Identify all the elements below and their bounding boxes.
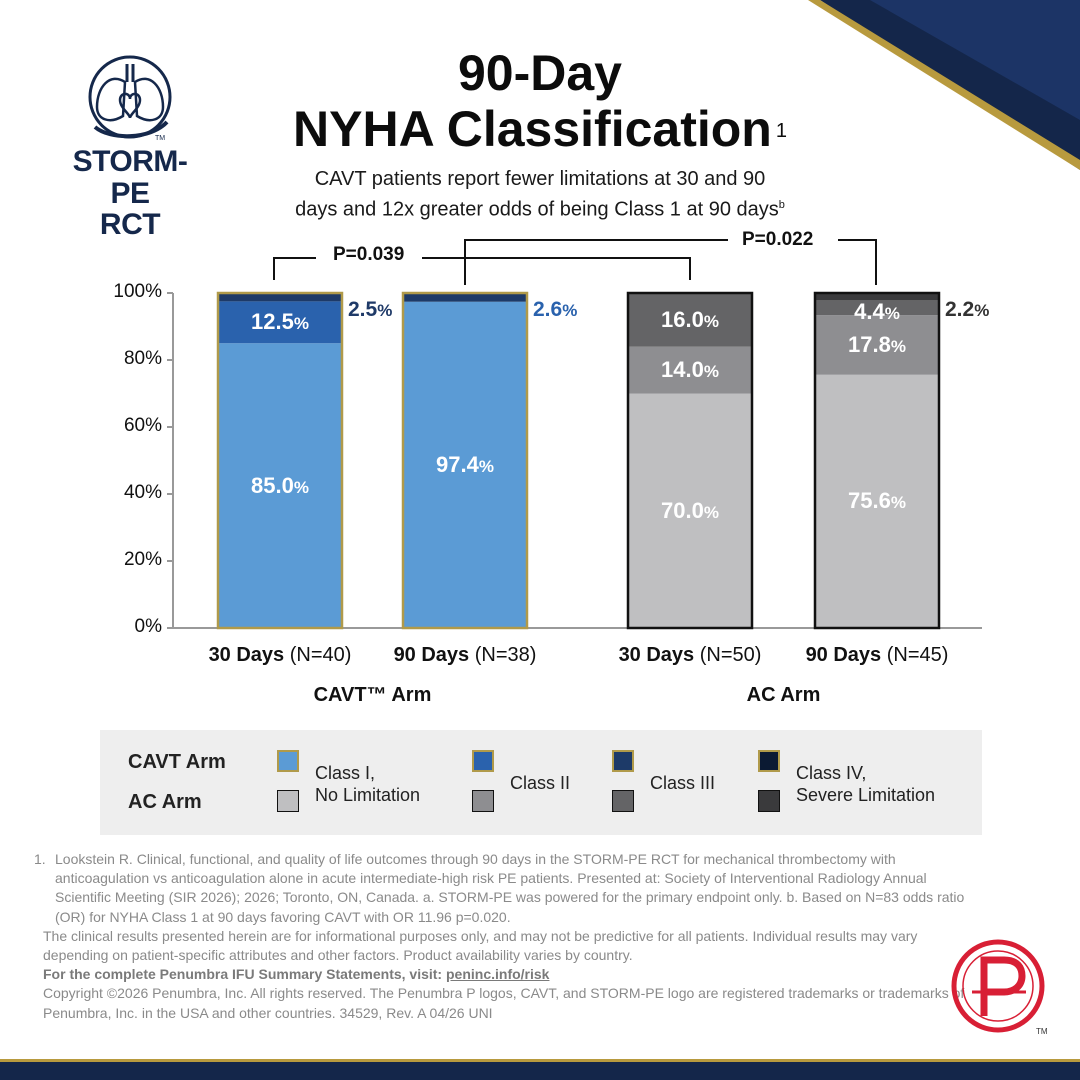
- bar-segment-class1: [218, 343, 342, 628]
- subtitle-line2-text: days and 12x greater odds of being Class…: [295, 198, 779, 221]
- data-label-class1: 97.4%: [436, 451, 494, 477]
- legend-swatch-ac-class2: [472, 790, 494, 812]
- bar-segment-class2: [218, 301, 342, 344]
- data-label-class1: 75.6%: [848, 488, 906, 514]
- legend: CAVT Arm AC Arm Class I, No Limitation Cl…: [100, 730, 982, 835]
- footnotes: 1. Lookstein R. Clinical, functional, and…: [34, 850, 974, 1023]
- p-value-right: P=0.022: [736, 229, 820, 251]
- data-label-class1: 70.0%: [661, 497, 719, 523]
- arm-group-label: CAVT™ Arm: [313, 684, 432, 706]
- bar-segment-class3: [403, 293, 527, 302]
- p-bracket-right: [464, 239, 877, 285]
- title-ref: 1: [775, 120, 787, 142]
- legend-row-ac: AC Arm: [128, 791, 202, 813]
- title-line2: NYHA Classification 1: [230, 100, 850, 158]
- legend-class1-line2: No Limitation: [315, 785, 421, 805]
- bar-segment-class4: [815, 293, 939, 301]
- reference-number: 1.: [34, 851, 46, 867]
- legend-label-class3: Class III: [650, 773, 716, 793]
- storm-pe-logo: TM STORM-PE RCT: [55, 52, 205, 240]
- ifu-link[interactable]: peninc.info/risk: [446, 966, 550, 983]
- data-label-class4: 2.2%: [945, 298, 990, 321]
- legend-swatch-ac-class3: [612, 790, 634, 812]
- nyha-stacked-bar-chart: [167, 239, 982, 630]
- logo-tm: TM: [155, 135, 165, 142]
- y-tick-label: 20%: [123, 549, 162, 570]
- y-tick-label: 0%: [134, 616, 162, 637]
- bar-segment-class3: [815, 300, 939, 316]
- legend-label-class1: Class I, No Limitation: [315, 762, 420, 806]
- lungs-heart-icon: TM: [88, 55, 172, 142]
- ifu-statement: For the complete Penumbra IFU Summary St…: [34, 965, 974, 984]
- legend-swatch-cavt-class1: [277, 750, 299, 772]
- subtitle: CAVT patients report fewer limitations a…: [230, 166, 850, 223]
- bar-segment-class3: [218, 293, 342, 302]
- legend-swatch-cavt-class4: [758, 750, 780, 772]
- bar-segment-class1: [815, 374, 939, 628]
- x-category-label: 30 Days (N=40): [208, 644, 352, 666]
- legend-swatch-ac-class1: [277, 790, 299, 812]
- bar-segment-class1: [403, 301, 527, 628]
- legend-swatch-cavt-class3: [612, 750, 634, 772]
- bar-outline: [626, 291, 754, 630]
- x-category-label: 90 Days (N=38): [393, 644, 537, 666]
- data-label-class1: 85.0%: [251, 472, 309, 498]
- y-tick-label: 100%: [113, 281, 162, 302]
- badge-tm: TM: [1036, 1027, 1048, 1036]
- logo-line2: RCT: [99, 208, 161, 241]
- subtitle-line1: CAVT patients report fewer limitations a…: [314, 168, 766, 190]
- arm-group-label: AC Arm: [746, 684, 821, 706]
- subtitle-line2: days and 12x greater odds of being Class…: [230, 192, 850, 223]
- y-tick-label: 80%: [123, 348, 162, 369]
- data-label-class2: 14.0%: [661, 357, 719, 383]
- bar-outline: [401, 291, 529, 630]
- y-tick-label: 40%: [123, 482, 162, 503]
- penumbra-p-logo: TM: [951, 939, 1048, 1036]
- reference-text: Lookstein R. Clinical, functional, and q…: [55, 851, 965, 925]
- disclaimer: The clinical results presented herein ar…: [43, 927, 918, 964]
- data-label-class2: 12.5%: [251, 309, 309, 335]
- bar-outline: [216, 291, 344, 630]
- legend-swatch-cavt-class2: [472, 750, 494, 772]
- logo-line1: STORM-PE: [72, 145, 188, 210]
- x-category-label: 30 Days (N=50): [618, 644, 762, 666]
- data-label-class3: 2.6%: [533, 298, 578, 321]
- corner-decoration: [808, 0, 1080, 170]
- y-tick-label: 60%: [123, 415, 162, 436]
- p-value-left: P=0.039: [327, 244, 411, 266]
- title-text: NYHA Classification: [293, 101, 772, 157]
- data-label-class3: 4.4%: [854, 299, 900, 325]
- bar-outline: [813, 291, 941, 630]
- copyright: Copyright ©2026 Penumbra, Inc. All right…: [43, 985, 965, 1021]
- data-label-class2: 17.8%: [848, 331, 906, 357]
- data-label-class3: 16.0%: [661, 306, 719, 332]
- legend-class1-line1: Class I,: [315, 763, 376, 783]
- legend-row-cavt: CAVT Arm: [128, 751, 226, 773]
- reference-1: 1. Lookstein R. Clinical, functional, and…: [34, 850, 974, 927]
- bar-segment-class2: [815, 315, 939, 375]
- footer-band: [0, 1059, 1080, 1080]
- bar-segment-class1: [628, 393, 752, 628]
- legend-swatch-ac-class4: [758, 790, 780, 812]
- p-bracket-left: [273, 257, 691, 280]
- legend-class4-line2: Severe Limitation: [796, 785, 936, 805]
- legend-label-class2: Class II: [510, 773, 571, 793]
- ifu-text: For the complete Penumbra IFU Summary St…: [43, 966, 446, 983]
- legend-class4-line1: Class IV,: [796, 763, 867, 783]
- bar-segment-class2: [628, 346, 752, 394]
- bar-segment-class3: [628, 293, 752, 347]
- data-label-class3: 2.5%: [348, 298, 393, 321]
- title-line1: 90-Day: [458, 45, 622, 101]
- x-category-label: 90 Days (N=45): [805, 644, 949, 666]
- legend-label-class4: Class IV, Severe Limitation: [796, 762, 935, 806]
- subtitle-ref: b: [778, 199, 785, 211]
